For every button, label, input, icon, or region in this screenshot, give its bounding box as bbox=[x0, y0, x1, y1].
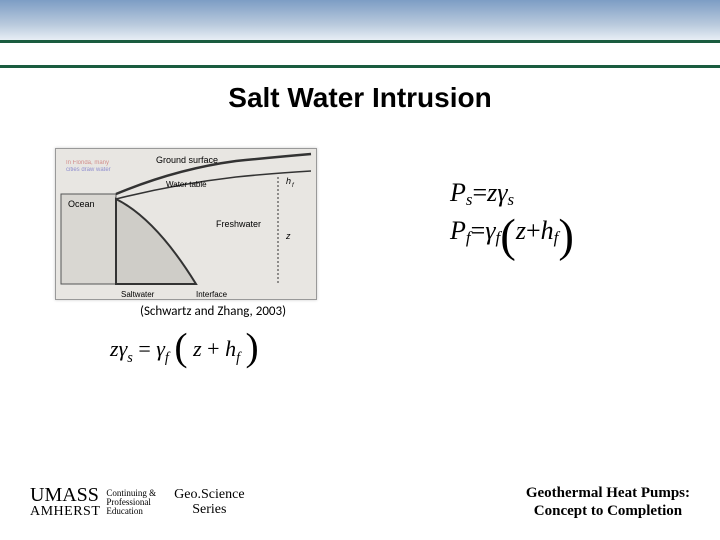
umass-bottom: AMHERST bbox=[30, 505, 100, 519]
footer-right: Geothermal Heat Pumps: Concept to Comple… bbox=[526, 484, 690, 520]
equation-pf: Pf = γf ( z + hf ) bbox=[450, 216, 574, 246]
svg-text:cities draw water: cities draw water bbox=[66, 167, 111, 173]
diagram-svg: h f z Ground surface Water table Ocean F… bbox=[56, 149, 316, 299]
umass-top: UMASS bbox=[30, 485, 100, 505]
label-saltwater: Saltwater bbox=[121, 290, 155, 299]
umass-sub: Continuing & Professional Education bbox=[106, 489, 156, 516]
header-rule-upper bbox=[0, 40, 720, 43]
intrusion-diagram: h f z Ground surface Water table Ocean F… bbox=[55, 148, 317, 300]
svg-text:h: h bbox=[286, 176, 291, 186]
umass-main: UMASS AMHERST bbox=[30, 485, 100, 519]
header-rule-lower bbox=[0, 65, 720, 68]
svg-text:z: z bbox=[285, 231, 291, 241]
label-freshwater: Freshwater bbox=[216, 219, 261, 229]
equation-combined: zγs = γf ( z + hf ) bbox=[110, 332, 259, 362]
label-water-table: Water table bbox=[166, 180, 207, 189]
figure-caption: (Schwartz and Zhang, 2003) bbox=[140, 304, 286, 319]
slide-title: Salt Water Intrusion bbox=[0, 82, 720, 114]
umass-logo-block: UMASS AMHERST Continuing & Professional … bbox=[30, 485, 156, 519]
svg-text:In Florida, many: In Florida, many bbox=[66, 160, 109, 166]
slide-footer: UMASS AMHERST Continuing & Professional … bbox=[0, 484, 720, 540]
label-ground-surface: Ground surface bbox=[156, 155, 218, 165]
equation-ps: Ps = zγs bbox=[450, 178, 574, 208]
top-gradient-bar bbox=[0, 0, 720, 40]
label-ocean: Ocean bbox=[68, 199, 95, 209]
equations-right: Ps = zγs Pf = γf ( z + hf ) bbox=[450, 178, 574, 254]
footer-left: UMASS AMHERST Continuing & Professional … bbox=[30, 485, 245, 519]
label-interface: Interface bbox=[196, 290, 228, 299]
geoseries-label: Geo.Science Series bbox=[174, 487, 244, 518]
